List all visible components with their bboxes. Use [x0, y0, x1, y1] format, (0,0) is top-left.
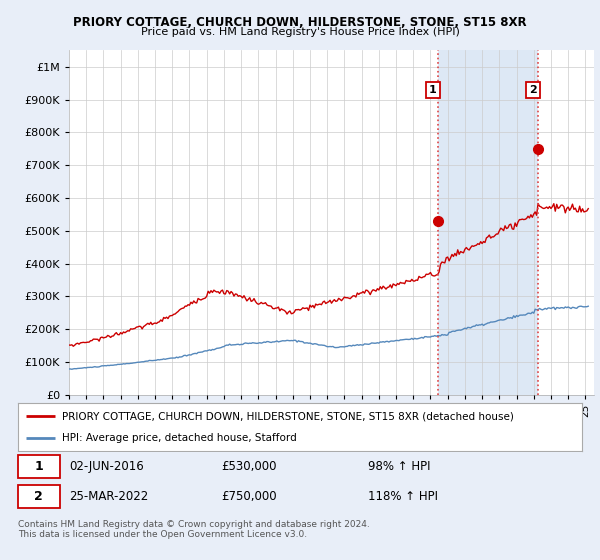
Text: Price paid vs. HM Land Registry's House Price Index (HPI): Price paid vs. HM Land Registry's House … — [140, 27, 460, 37]
Text: 1: 1 — [34, 460, 43, 473]
Text: 1: 1 — [429, 85, 437, 95]
FancyBboxPatch shape — [18, 455, 60, 478]
Text: 2: 2 — [529, 85, 537, 95]
Text: 02-JUN-2016: 02-JUN-2016 — [69, 460, 143, 473]
Text: £750,000: £750,000 — [221, 490, 277, 503]
Text: HPI: Average price, detached house, Stafford: HPI: Average price, detached house, Staf… — [62, 433, 297, 443]
FancyBboxPatch shape — [18, 485, 60, 508]
Text: 98% ↑ HPI: 98% ↑ HPI — [368, 460, 430, 473]
Text: £530,000: £530,000 — [221, 460, 277, 473]
Text: PRIORY COTTAGE, CHURCH DOWN, HILDERSTONE, STONE, ST15 8XR: PRIORY COTTAGE, CHURCH DOWN, HILDERSTONE… — [73, 16, 527, 29]
Text: 2: 2 — [34, 490, 43, 503]
Text: Contains HM Land Registry data © Crown copyright and database right 2024.
This d: Contains HM Land Registry data © Crown c… — [18, 520, 370, 539]
Text: PRIORY COTTAGE, CHURCH DOWN, HILDERSTONE, STONE, ST15 8XR (detached house): PRIORY COTTAGE, CHURCH DOWN, HILDERSTONE… — [62, 411, 514, 421]
Text: 25-MAR-2022: 25-MAR-2022 — [69, 490, 148, 503]
Text: 118% ↑ HPI: 118% ↑ HPI — [368, 490, 437, 503]
Bar — [438, 50, 538, 395]
